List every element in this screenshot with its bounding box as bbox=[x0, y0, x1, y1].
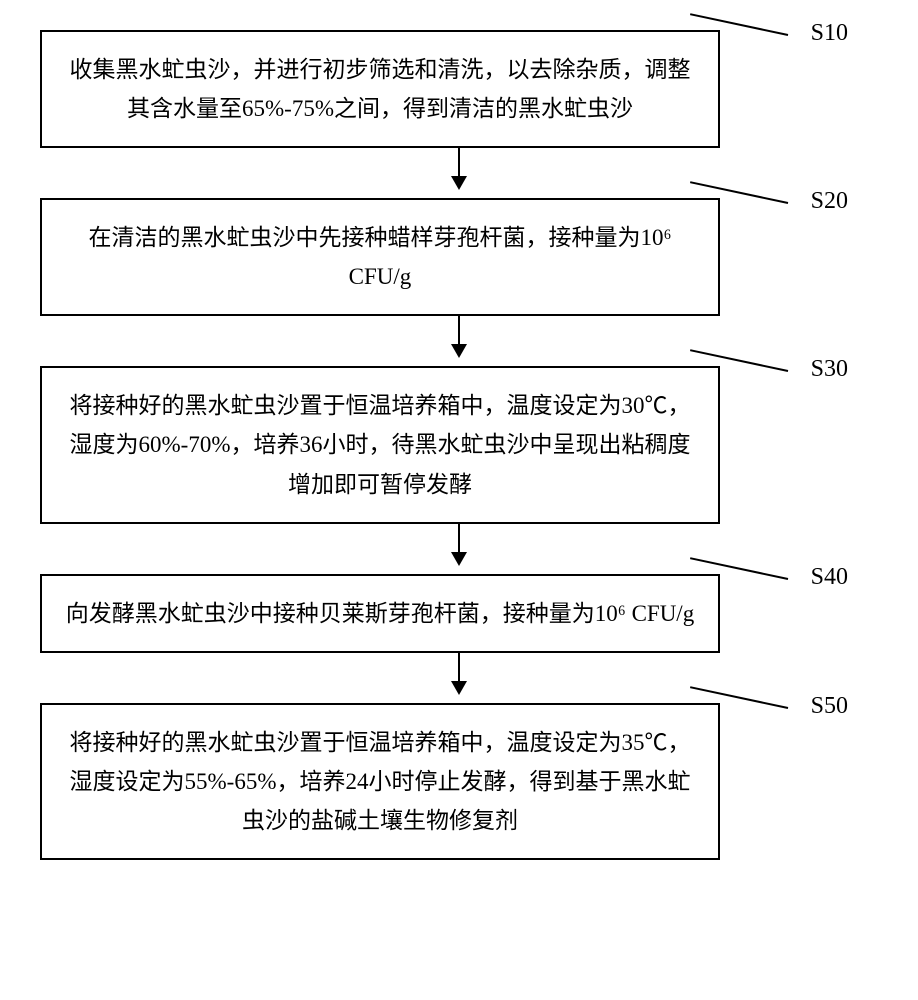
step-text-s10: 收集黑水虻虫沙，并进行初步筛选和清洗，以去除杂质，调整其含水量至65%-75%之… bbox=[62, 50, 698, 128]
flowchart-container: 收集黑水虻虫沙，并进行初步筛选和清洗，以去除杂质，调整其含水量至65%-75%之… bbox=[40, 30, 878, 860]
step-text-s20: 在清洁的黑水虻虫沙中先接种蜡样芽孢杆菌，接种量为10⁶ CFU/g bbox=[62, 218, 698, 296]
step-box-s10: 收集黑水虻虫沙，并进行初步筛选和清洗，以去除杂质，调整其含水量至65%-75%之… bbox=[40, 30, 720, 148]
step-label-s30: S30 bbox=[811, 356, 848, 383]
step-container-s50: 将接种好的黑水虻虫沙置于恒温培养箱中，温度设定为35℃，湿度设定为55%-65%… bbox=[40, 703, 878, 860]
step-container-s40: 向发酵黑水虻虫沙中接种贝莱斯芽孢杆菌，接种量为10⁶ CFU/g S40 bbox=[40, 574, 878, 653]
arrow-container-4 bbox=[119, 653, 799, 703]
arrow-2 bbox=[458, 316, 460, 356]
step-text-s40: 向发酵黑水虻虫沙中接种贝莱斯芽孢杆菌，接种量为10⁶ CFU/g bbox=[62, 594, 698, 633]
step-container-s10: 收集黑水虻虫沙，并进行初步筛选和清洗，以去除杂质，调整其含水量至65%-75%之… bbox=[40, 30, 878, 148]
step-label-s40: S40 bbox=[811, 564, 848, 591]
step-label-s20: S20 bbox=[811, 188, 848, 215]
step-label-s50: S50 bbox=[811, 693, 848, 720]
step-container-s20: 在清洁的黑水虻虫沙中先接种蜡样芽孢杆菌，接种量为10⁶ CFU/g S20 bbox=[40, 198, 878, 316]
step-container-s30: 将接种好的黑水虻虫沙置于恒温培养箱中，温度设定为30℃，湿度为60%-70%，培… bbox=[40, 366, 878, 523]
arrow-3 bbox=[458, 524, 460, 564]
step-box-s50: 将接种好的黑水虻虫沙置于恒温培养箱中，温度设定为35℃，湿度设定为55%-65%… bbox=[40, 703, 720, 860]
step-box-s20: 在清洁的黑水虻虫沙中先接种蜡样芽孢杆菌，接种量为10⁶ CFU/g bbox=[40, 198, 720, 316]
arrow-container-1 bbox=[119, 148, 799, 198]
step-box-s30: 将接种好的黑水虻虫沙置于恒温培养箱中，温度设定为30℃，湿度为60%-70%，培… bbox=[40, 366, 720, 523]
arrow-4 bbox=[458, 653, 460, 693]
step-text-s50: 将接种好的黑水虻虫沙置于恒温培养箱中，温度设定为35℃，湿度设定为55%-65%… bbox=[62, 723, 698, 840]
step-box-s40: 向发酵黑水虻虫沙中接种贝莱斯芽孢杆菌，接种量为10⁶ CFU/g bbox=[40, 574, 720, 653]
arrow-container-3 bbox=[119, 524, 799, 574]
step-label-s10: S10 bbox=[811, 20, 848, 47]
arrow-container-2 bbox=[119, 316, 799, 366]
step-text-s30: 将接种好的黑水虻虫沙置于恒温培养箱中，温度设定为30℃，湿度为60%-70%，培… bbox=[62, 386, 698, 503]
arrow-1 bbox=[458, 148, 460, 188]
